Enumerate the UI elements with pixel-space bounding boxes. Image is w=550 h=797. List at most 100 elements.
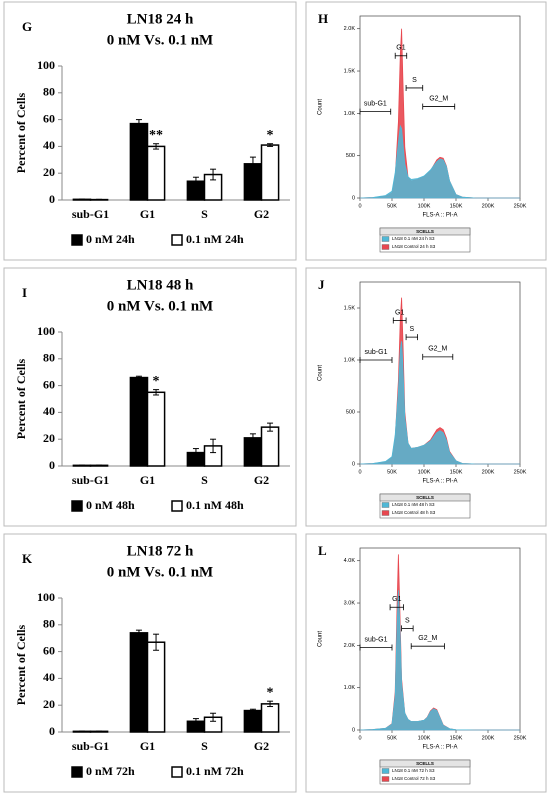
x-tick-label: 0 (358, 203, 361, 209)
gate (359, 644, 393, 651)
gate-label: sub-G1 (365, 636, 388, 643)
error-bar (192, 718, 199, 725)
panel-frame (305, 533, 547, 793)
gate-label: S (405, 617, 410, 624)
panel-frame (305, 1, 547, 261)
legend-swatch (71, 234, 83, 246)
significance-label: ** (149, 128, 163, 143)
legend-swatch (171, 500, 183, 512)
gate (392, 317, 407, 324)
x-tick-label: 250K (514, 469, 527, 475)
legend-title: SCELLS (416, 495, 434, 500)
y-axis-label: Count (318, 631, 324, 647)
y-tick-label: 1.5K (344, 68, 356, 74)
y-tick-label: 0 (352, 461, 355, 467)
legend-swatch (71, 766, 83, 778)
legend-label: LN18 Control 72 h S3 (392, 776, 436, 781)
panel-frame (305, 267, 547, 527)
bar (129, 376, 149, 467)
error-bar (210, 712, 217, 722)
bar (243, 709, 263, 733)
x-tick-label: sub-G1 (72, 473, 109, 487)
chart-subtitle: 0 nM Vs. 0.1 nM (107, 564, 213, 580)
error-bar (135, 375, 142, 380)
chart-subtitle: 0 nM Vs. 0.1 nM (107, 32, 213, 48)
x-tick-label: 0 (358, 469, 361, 475)
y-tick-label: 4.0K (344, 558, 356, 564)
y-tick-label: 2.0K (344, 643, 356, 649)
bar (260, 426, 280, 467)
x-tick-label: S (201, 739, 208, 753)
error-bar (153, 389, 160, 396)
y-tick-label: 2.0K (344, 26, 356, 32)
error-bar (267, 143, 274, 147)
error-bar (153, 633, 160, 651)
y-tick-label: 80 (43, 351, 55, 365)
legend-swatch (381, 502, 390, 508)
x-axis-label: FLS-A :: PI-A (422, 213, 457, 219)
x-tick-label: G2 (254, 473, 269, 487)
error-bar (192, 448, 199, 458)
y-axis-label: Count (318, 99, 324, 115)
legend-swatch (381, 776, 390, 782)
y-tick-label: 1.0K (344, 111, 356, 117)
y-tick-label: 500 (346, 409, 355, 415)
legend-label: LN18 0.1 nM 48 h S3 (392, 502, 435, 507)
y-tick-label: 100 (37, 58, 55, 72)
x-tick-label: 250K (514, 735, 527, 741)
y-tick-label: 20 (43, 431, 55, 445)
panel-frame (3, 1, 297, 261)
y-tick-label: 40 (43, 138, 55, 152)
x-tick-label: G1 (140, 739, 155, 753)
y-tick-label: 0 (352, 727, 355, 733)
y-tick-label: 20 (43, 165, 55, 179)
error-bar (249, 156, 256, 172)
error-bar (135, 629, 142, 637)
x-tick-label: 50K (387, 203, 397, 209)
significance-label: * (267, 128, 274, 143)
panel-label: J (318, 277, 325, 292)
legend-label: LN18 0.1 nM 72 h S3 (392, 768, 435, 773)
legend-swatch (381, 510, 390, 516)
histogram-area (359, 341, 520, 465)
error-bar (78, 730, 85, 733)
bar (146, 145, 166, 201)
y-tick-label: 20 (43, 697, 55, 711)
chart-subtitle: 0 nM Vs. 0.1 nM (107, 298, 213, 314)
legend-label: LN18 Control 48 h S3 (392, 510, 436, 515)
x-tick-label: 150K (450, 203, 463, 209)
x-tick-label: 50K (387, 735, 397, 741)
error-bar (267, 422, 274, 432)
gate-label: sub-G1 (365, 349, 388, 356)
y-tick-label: 1.0K (344, 685, 356, 691)
legend-swatch (171, 766, 183, 778)
histogram-area (359, 590, 520, 731)
panel-label: H (318, 11, 328, 26)
panel-frame (3, 267, 297, 527)
significance-label: * (267, 685, 274, 700)
y-tick-label: 500 (346, 153, 355, 159)
error-bar (192, 176, 199, 186)
x-tick-label: G1 (140, 207, 155, 221)
error-bar (135, 119, 142, 129)
x-tick-label: 100K (418, 203, 431, 209)
x-tick-label: S (201, 473, 208, 487)
x-tick-label: 100K (418, 469, 431, 475)
x-tick-label: S (201, 207, 208, 221)
error-bar (210, 438, 217, 454)
y-tick-label: 100 (37, 324, 55, 338)
chart-title: LN18 48 h (127, 277, 194, 293)
x-tick-label: 100K (418, 735, 431, 741)
legend-header (379, 759, 471, 768)
legend-title: SCELLS (416, 229, 434, 234)
y-tick-label: 80 (43, 85, 55, 99)
error-bar (96, 464, 103, 467)
bar (146, 391, 166, 467)
gate-label: G2_M (418, 635, 437, 642)
legend-swatch (381, 244, 390, 250)
gate-label: G2_M (428, 346, 447, 353)
legend-header (379, 227, 471, 236)
legend-header (379, 493, 471, 502)
error-bar (249, 708, 256, 713)
